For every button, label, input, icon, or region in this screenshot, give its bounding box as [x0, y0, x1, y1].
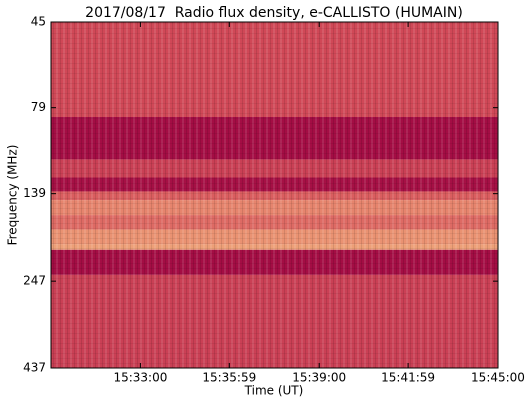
y-axis-label: Frequency (MHz): [6, 145, 20, 246]
chart-title: 2017/08/17 Radio flux density, e-CALLIST…: [85, 5, 463, 21]
x-tick-label: 15:33:00: [113, 371, 167, 385]
x-axis-label: Time (UT): [244, 384, 304, 398]
y-tick-label: 139: [23, 186, 46, 200]
x-tick-label: 15:39:00: [292, 371, 346, 385]
plot-frame: [50, 21, 499, 369]
x-tick-label: 15:45:00: [471, 371, 525, 385]
y-tick-label: 45: [31, 15, 46, 29]
y-tick-label: 79: [31, 100, 46, 114]
x-tick-label: 15:41:59: [381, 371, 435, 385]
y-tick-label: 247: [23, 274, 46, 288]
texture: [51, 22, 498, 368]
y-tick-label: 437: [23, 361, 46, 375]
plot-area: 45 79 139 247 437 15:33:00 15:35:59 15:39:00 15:…: [23, 15, 525, 385]
x-tick-label: 15:35:59: [202, 371, 256, 385]
